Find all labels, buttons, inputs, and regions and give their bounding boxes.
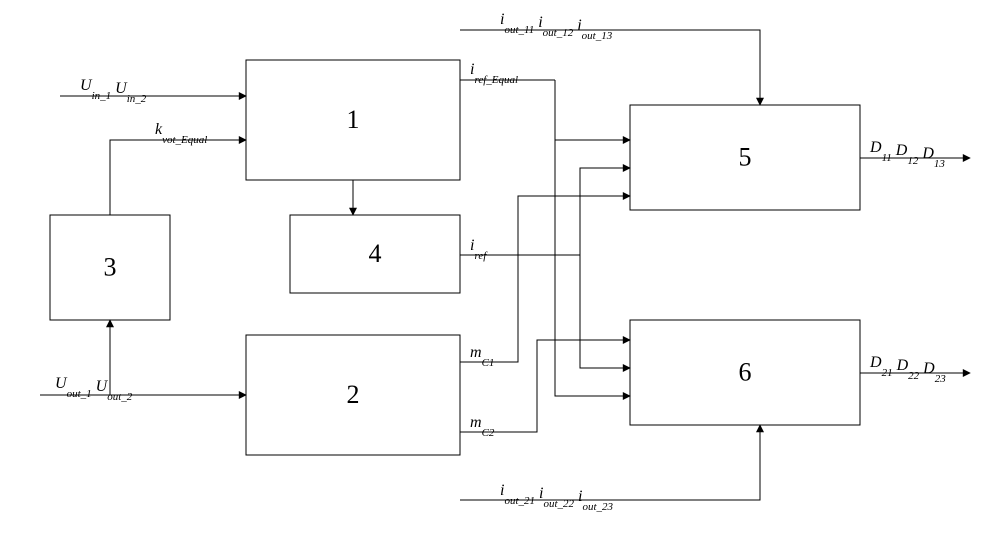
edge-iref_to_b5 [580, 168, 630, 255]
block-1-label: 1 [347, 105, 360, 134]
block-6-label: 6 [739, 357, 752, 386]
signal-label: iref [470, 237, 488, 262]
edge-iref_to_b6 [580, 255, 630, 368]
edge-b3_to_b1 [110, 140, 246, 215]
signal-label: iout_11 iout_12 iout_13 [500, 11, 613, 42]
signal-label: iout_21 iout_22 iout_23 [500, 482, 614, 513]
edge-b2_out_mc2 [460, 340, 630, 432]
edge-iref_eq_to_b6 [555, 80, 630, 396]
block-5-label: 5 [739, 142, 752, 171]
signal-label: Uout_1 Uout_2 [55, 375, 133, 403]
signal-label: Uin_1 Uin_2 [80, 77, 147, 105]
block-3-label: 3 [104, 252, 117, 281]
block-diagram: 1 2 3 4 5 6 Uin_1 Uin_2 kvot_Equal Uout_1 Uout_2… [0, 0, 1000, 545]
block-4-label: 4 [369, 239, 382, 268]
edge-iout2_to_b6 [460, 425, 760, 500]
signal-label: D11 D12 D13 [869, 139, 945, 170]
signal-label: D21 D22 D23 [869, 354, 946, 385]
block-2-label: 2 [347, 380, 360, 409]
signal-label: iref_Equal [470, 61, 518, 86]
signal-label: mC1 [470, 344, 494, 369]
edge-b2_out_mc1 [460, 196, 630, 362]
edge-iref_eq_to_b5 [555, 80, 630, 140]
signal-label: kvot_Equal [155, 121, 207, 146]
signal-label: mC2 [470, 414, 495, 439]
